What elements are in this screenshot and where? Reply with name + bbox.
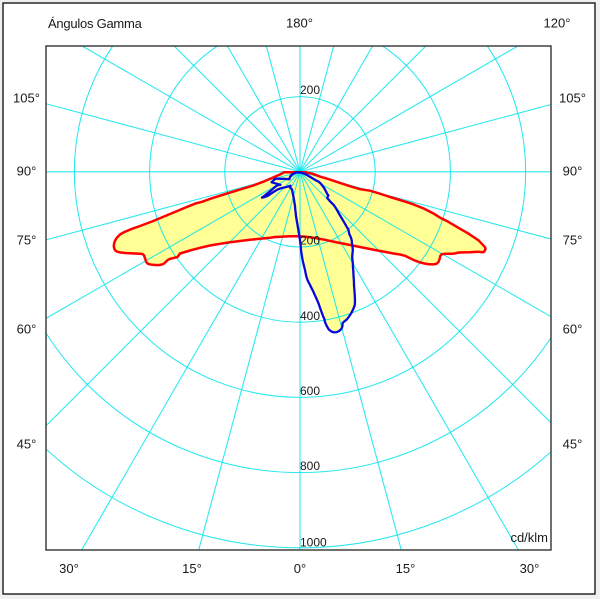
svg-text:90°: 90° xyxy=(563,164,583,179)
svg-text:15°: 15° xyxy=(182,561,202,576)
svg-text:90°: 90° xyxy=(17,164,37,179)
svg-text:1000: 1000 xyxy=(300,536,327,550)
svg-text:105°: 105° xyxy=(13,91,40,106)
svg-text:60°: 60° xyxy=(17,322,37,337)
svg-text:120°: 120° xyxy=(544,16,571,31)
svg-text:600: 600 xyxy=(300,384,320,398)
svg-text:30°: 30° xyxy=(59,561,79,576)
svg-text:75°: 75° xyxy=(17,233,37,248)
svg-text:0°: 0° xyxy=(294,561,306,576)
svg-text:30°: 30° xyxy=(520,561,540,576)
svg-text:400: 400 xyxy=(300,309,320,323)
svg-text:Ángulos Gamma: Ángulos Gamma xyxy=(48,16,143,31)
svg-text:200: 200 xyxy=(300,233,320,247)
svg-text:75°: 75° xyxy=(563,233,583,248)
svg-text:15°: 15° xyxy=(396,561,416,576)
svg-text:800: 800 xyxy=(300,459,320,473)
svg-text:180°: 180° xyxy=(286,16,313,31)
svg-text:105°: 105° xyxy=(559,91,586,106)
svg-text:45°: 45° xyxy=(17,437,37,452)
svg-text:200: 200 xyxy=(300,83,320,97)
svg-text:cd/klm: cd/klm xyxy=(510,530,548,545)
svg-text:45°: 45° xyxy=(563,437,583,452)
svg-text:60°: 60° xyxy=(563,322,583,337)
